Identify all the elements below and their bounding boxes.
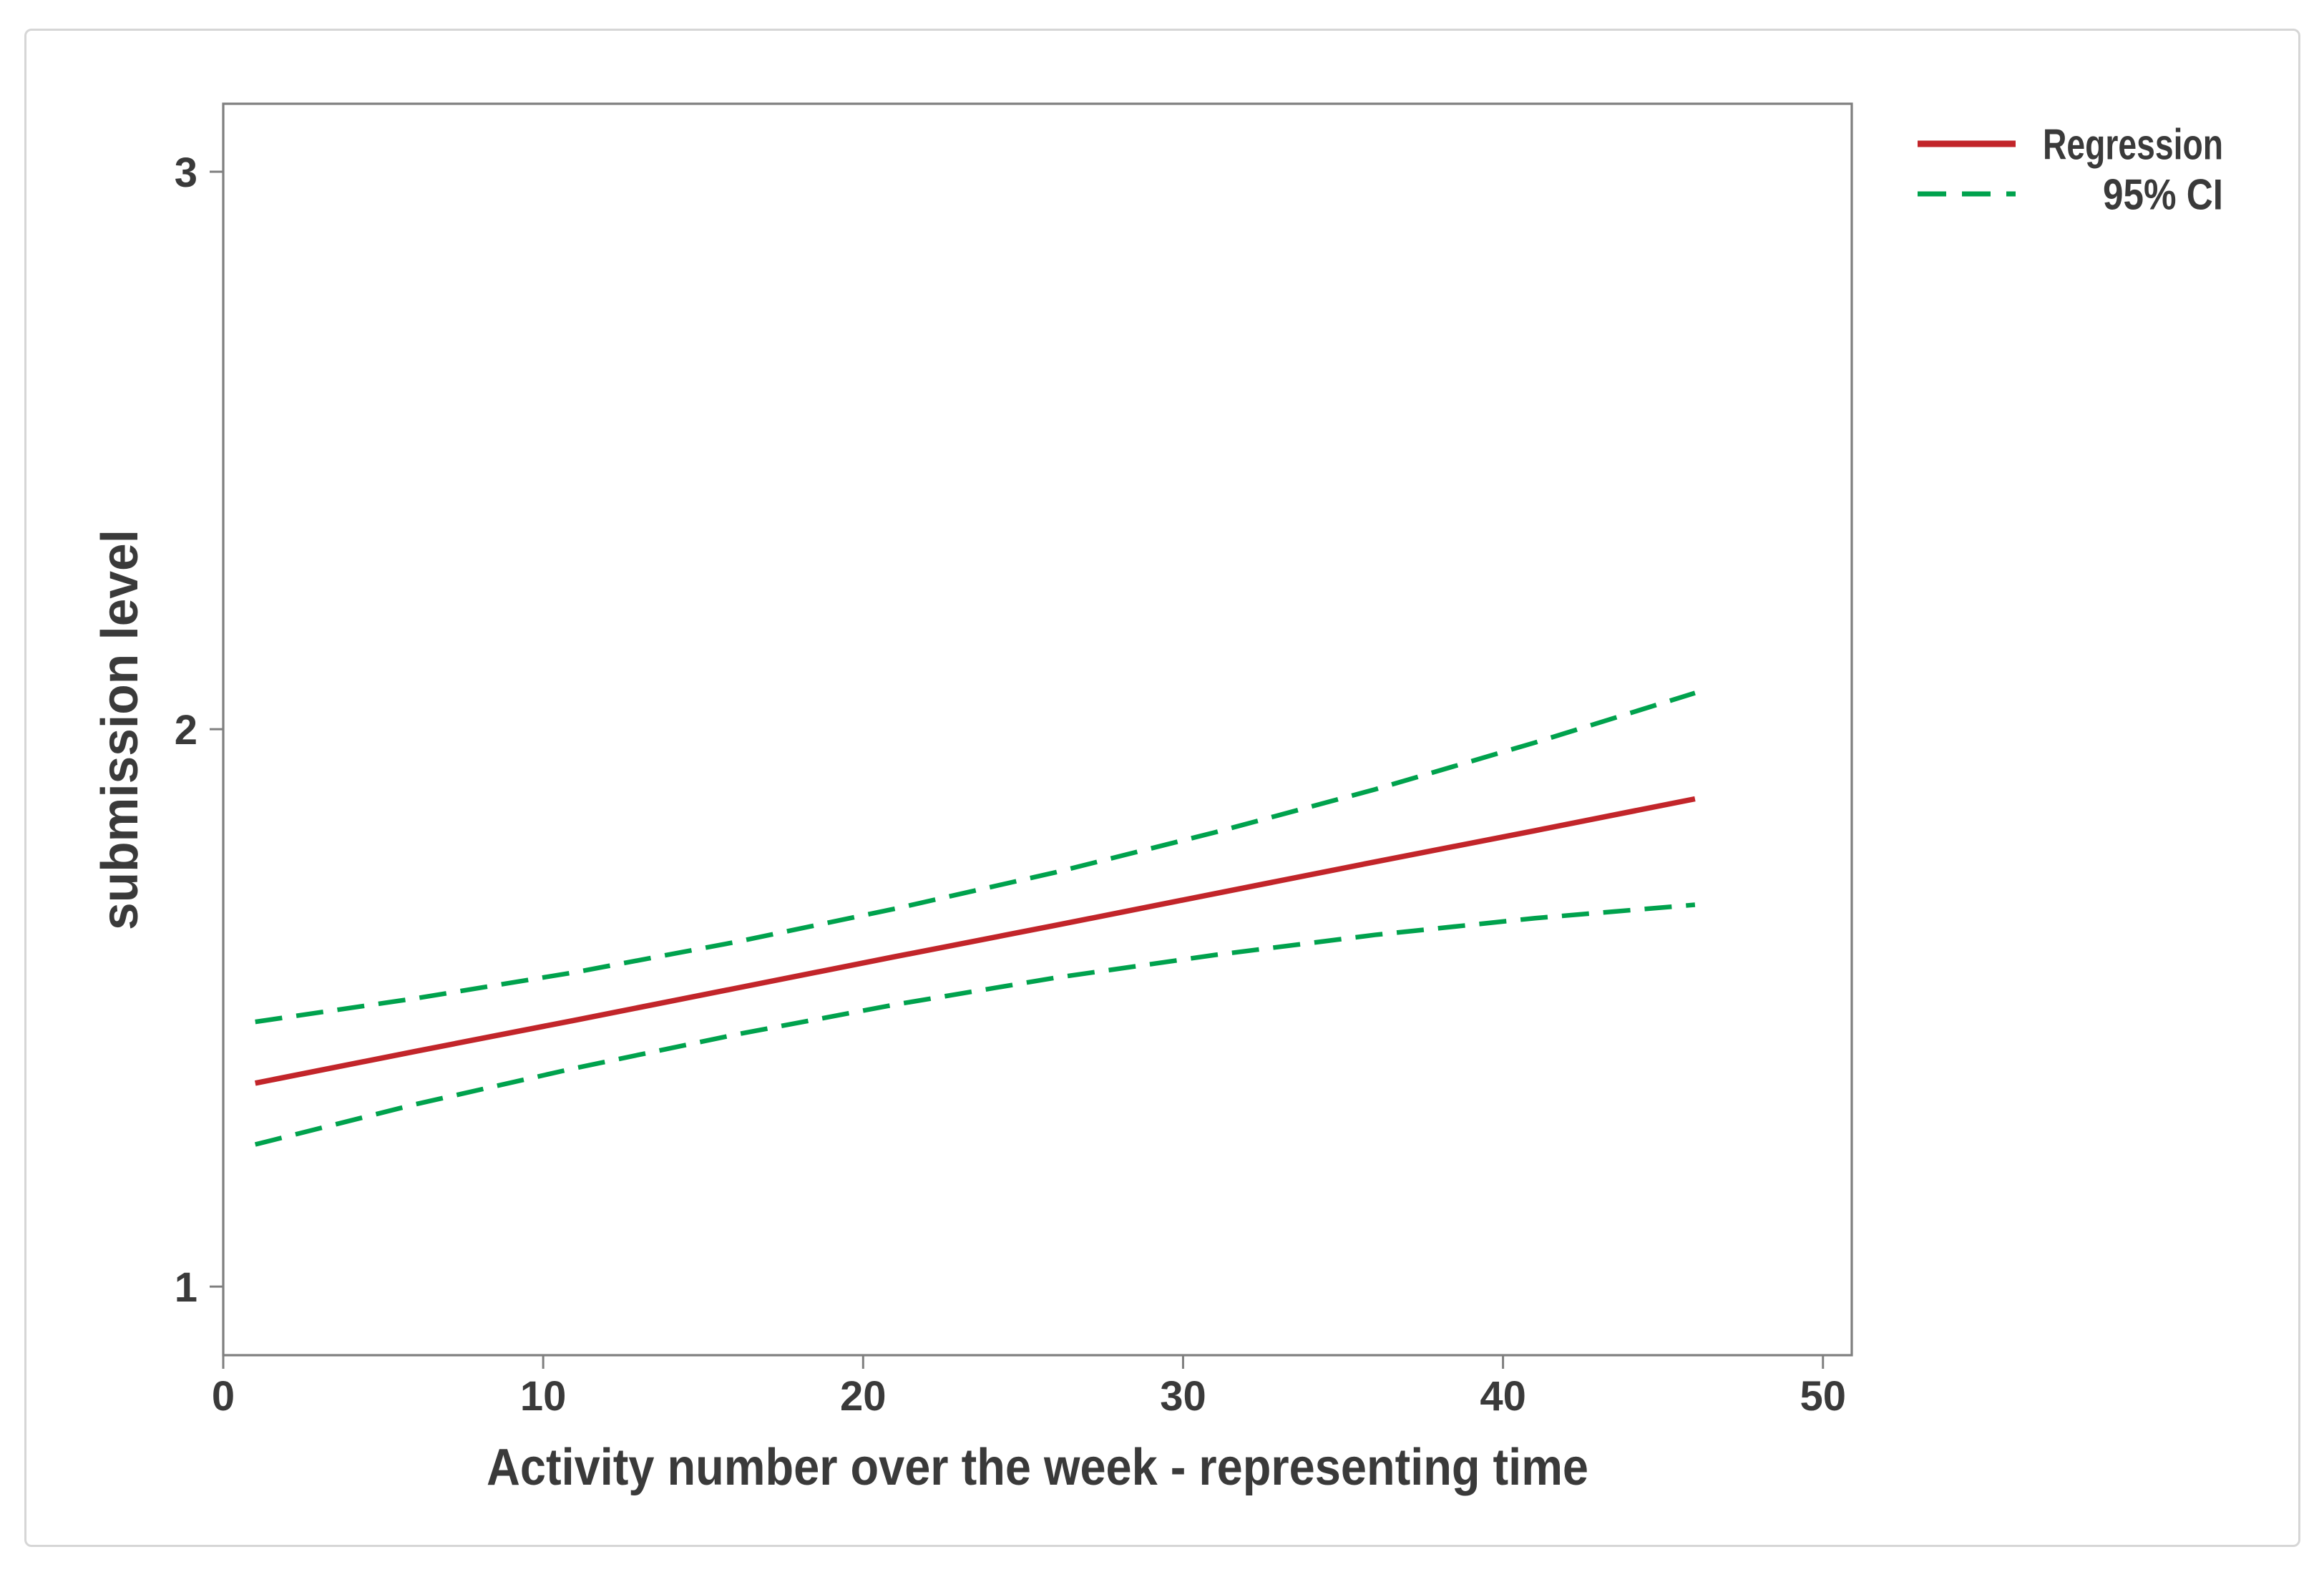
y-tick-label: 1 — [175, 1264, 197, 1311]
ci-lower-line — [254, 902, 1696, 1147]
x-tick-label: 20 — [840, 1373, 887, 1420]
x-axis-title: Activity number over the week - represen… — [487, 1439, 1588, 1496]
x-tick-label: 30 — [1160, 1373, 1206, 1420]
x-tick-label: 0 — [212, 1373, 235, 1420]
tick-label-group: 0 10 20 30 40 50 1 2 3 — [175, 150, 1846, 1420]
y-axis-title: submission level — [92, 529, 149, 930]
legend-regression-label: Regression — [2043, 121, 2223, 169]
x-tick-label: 40 — [1480, 1373, 1526, 1420]
x-tick-label: 10 — [520, 1373, 567, 1420]
series-line-regression — [254, 796, 1696, 1086]
y-tick-label: 3 — [175, 150, 197, 196]
plot-frame-group — [210, 102, 1853, 1369]
y-tick-label: 2 — [175, 707, 197, 753]
ci-upper-line — [255, 690, 1696, 1025]
x-tick-label: 50 — [1800, 1373, 1846, 1420]
plot-frame — [222, 102, 1853, 1357]
legend-ci-label: 95% CI — [2103, 171, 2223, 219]
legend: Regression 95% CI — [1918, 121, 2223, 219]
series-group — [254, 690, 1696, 1147]
